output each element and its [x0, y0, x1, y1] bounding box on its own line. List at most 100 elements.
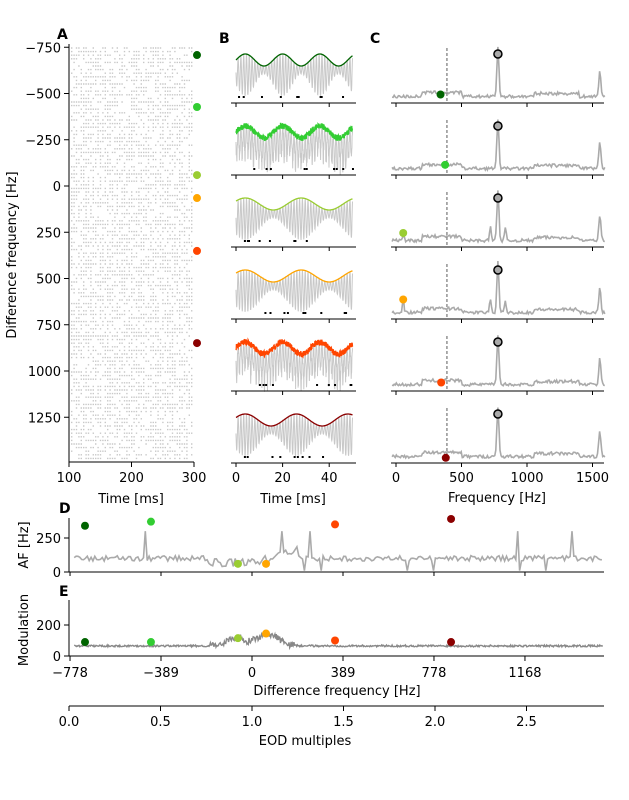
b-xtick-label: 0: [232, 471, 240, 486]
panel-label-a: A: [57, 27, 68, 43]
b-envelope-trace: [235, 121, 354, 142]
c-df-marker: [437, 378, 446, 387]
b-spike-mark: [349, 384, 352, 386]
b-spike-mark: [345, 312, 348, 314]
b-spike-mark: [308, 456, 311, 458]
b-spike-mark: [320, 96, 323, 98]
b-spike-mark: [343, 312, 346, 314]
a-df-marker: [193, 246, 201, 255]
b-spike-mark: [293, 240, 296, 242]
b-spike-mark: [271, 384, 274, 386]
e-xlabel: Difference frequency [Hz]: [253, 684, 420, 699]
c-df-marker: [441, 453, 450, 462]
panel-label-b: B: [219, 31, 230, 47]
b-xlabel: Time [ms]: [259, 492, 326, 507]
b-spike-mark: [294, 240, 297, 242]
c-df-marker: [399, 229, 408, 237]
d-af-marker: [146, 517, 155, 526]
b-spike-mark: [242, 96, 245, 98]
c-eod-peak-marker: [493, 49, 503, 59]
b-spike-mark: [296, 456, 299, 458]
b-spike-mark: [322, 456, 325, 458]
b-spike-mark: [305, 168, 308, 170]
b-envelope-trace: [235, 197, 353, 211]
c-eod-peak-marker: [493, 121, 503, 131]
b-spike-mark: [238, 96, 241, 98]
b-spike-mark: [260, 96, 263, 98]
c-df-marker: [441, 160, 450, 169]
a-xtick-label: 200: [119, 471, 144, 486]
e-ytick-label: 200: [36, 619, 61, 634]
panel-label-c: C: [370, 31, 380, 47]
b-spike-mark: [297, 96, 300, 98]
c-eod-peak-marker: [493, 193, 503, 203]
e-xtick-label: −778: [52, 666, 88, 681]
c-eod-peak-marker: [493, 409, 503, 419]
c-df-marker: [399, 295, 408, 304]
b-spike-mark: [279, 456, 282, 458]
b-signal-trace: [235, 53, 353, 97]
a-ytick-label: 500: [36, 273, 61, 288]
b-spike-mark: [262, 384, 265, 386]
b-spike-mark: [269, 312, 272, 314]
d-ytick-label: 0: [53, 566, 61, 581]
c-xlabel: Frequency [Hz]: [448, 491, 546, 506]
c-df-marker: [436, 90, 445, 99]
b-envelope-trace: [235, 53, 353, 67]
e-modulation-marker: [262, 629, 271, 638]
d-af-trace: [73, 531, 602, 571]
e-modulation-marker: [80, 638, 89, 647]
eod-xtick-label: 2.0: [425, 715, 446, 730]
eod-xtick-label: 0.5: [150, 715, 171, 730]
d-af-marker: [80, 521, 89, 530]
e-modulation-marker: [447, 638, 456, 647]
b-spike-mark: [246, 456, 249, 458]
b-spike-mark: [286, 312, 289, 314]
b-spike-mark: [301, 456, 304, 458]
b-spike-mark: [302, 312, 305, 314]
b-signal-trace: [235, 270, 353, 313]
a-df-marker: [193, 103, 201, 112]
b-spike-mark: [334, 384, 337, 386]
a-ytick-label: −500: [25, 88, 61, 103]
b-spike-mark: [265, 168, 268, 170]
e-modulation-marker: [146, 638, 155, 647]
a-ytick-label: −250: [25, 134, 61, 149]
d-ylabel: AF [Hz]: [17, 521, 32, 568]
e-xtick-label: 0: [248, 666, 256, 681]
e-xtick-label: 778: [422, 666, 447, 681]
b-spike-mark: [303, 168, 306, 170]
e-xtick-label: −389: [143, 666, 179, 681]
a-xtick-label: 300: [182, 471, 207, 486]
eod-xtick-label: 0.0: [59, 715, 80, 730]
a-ytick-label: 1000: [28, 365, 61, 380]
a-df-marker: [193, 194, 201, 203]
b-spike-mark: [268, 240, 271, 242]
b-spike-mark: [247, 240, 250, 242]
b-spike-mark: [305, 240, 308, 242]
b-envelope-trace: [235, 337, 354, 359]
a-ytick-label: 250: [36, 226, 61, 241]
c-eod-peak-marker: [493, 265, 503, 275]
b-spike-mark: [335, 168, 338, 170]
b-envelope-trace: [235, 413, 353, 427]
b-spike-mark: [351, 168, 354, 170]
c-xtick-label: 1500: [576, 471, 609, 486]
b-spike-mark: [283, 312, 286, 314]
panel-label-e: E: [59, 584, 69, 600]
c-eod-peak-marker: [493, 337, 503, 347]
e-modulation-marker: [331, 636, 340, 645]
b-spike-mark: [319, 96, 322, 98]
b-envelope-trace: [235, 269, 353, 283]
b-spike-mark: [333, 168, 336, 170]
b-spike-mark: [269, 168, 272, 170]
d-af-marker: [331, 520, 340, 529]
a-xtick-label: 100: [57, 471, 82, 486]
b-spike-mark: [320, 312, 323, 314]
c-xtick-label: 500: [449, 471, 474, 486]
b-spike-mark: [304, 312, 307, 314]
e-xtick-label: 389: [331, 666, 356, 681]
eod-xtick-label: 2.5: [516, 715, 537, 730]
b-spike-mark: [258, 384, 261, 386]
